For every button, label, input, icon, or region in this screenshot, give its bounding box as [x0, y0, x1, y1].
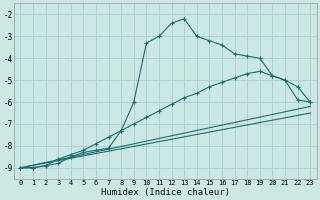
X-axis label: Humidex (Indice chaleur): Humidex (Indice chaleur)	[101, 188, 230, 197]
